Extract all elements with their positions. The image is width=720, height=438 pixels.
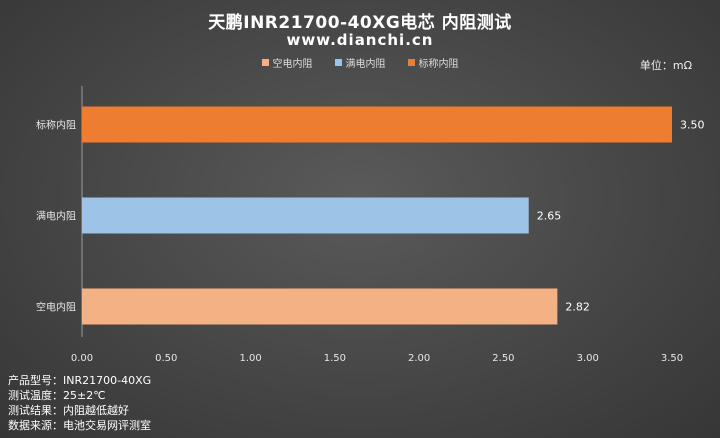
legend-label-nominal: 标称内阻 [418,59,459,70]
legend-swatch-empty [261,59,269,66]
bar-1 [82,197,529,234]
bar-0 [82,106,672,143]
value-label-2: 2.82 [565,301,590,314]
category-label-2: 空电内阻 [36,301,76,314]
value-label-0: 3.50 [680,119,705,132]
legend-item-nominal: 标称内阻 [407,55,459,70]
x-tick-label-0: 0.00 [71,353,93,364]
info-label-result: 测试结果： [8,404,63,417]
info-row-result: 测试结果： 内阻越低越好 [8,403,151,418]
legend-swatch-full [334,59,342,66]
category-label-1: 满电内阻 [36,210,76,223]
info-value-source: 电池交易网评测室 [63,419,151,432]
info-row-model: 产品型号： INR21700-40XG [8,373,151,388]
legend-label-full: 满电内阻 [345,59,386,70]
test-info: 产品型号： INR21700-40XG 测试温度： 25±2℃ 测试结果： 内阻… [8,373,151,433]
x-tick-label-5: 2.50 [492,353,514,364]
x-tick-label-7: 3.50 [661,353,683,364]
info-value-model: INR21700-40XG [63,374,152,387]
x-tick-label-6: 3.00 [577,353,599,364]
x-tick-label-2: 1.00 [239,353,261,364]
info-value-temperature: 25±2℃ [63,389,106,402]
unit-label: 单位：mΩ [639,59,692,72]
x-tick-label-3: 1.50 [324,353,346,364]
legend-item-full: 满电内阻 [334,55,386,70]
legend: 空电内阻 满电内阻 标称内阻 [0,55,720,70]
legend-item-empty: 空电内阻 [261,55,313,70]
x-tick-label-4: 2.00 [408,353,430,364]
legend-swatch-nominal [407,59,415,66]
legend-label-empty: 空电内阻 [272,59,313,70]
value-label-1: 2.65 [537,210,562,223]
bar-2 [82,288,558,325]
chart-title: 天鹏INR21700-40XG电芯 内阻测试 [208,13,512,33]
info-label-source: 数据来源： [8,419,63,432]
category-label-0: 标称内阻 [36,119,76,132]
info-value-result: 内阻越低越好 [63,404,129,417]
info-row-source: 数据来源： 电池交易网评测室 [8,418,151,433]
info-label-model: 产品型号： [8,374,63,387]
chart-subtitle: www.dianchi.cn [286,31,434,49]
info-row-temperature: 测试温度： 25±2℃ [8,388,151,403]
x-tick-label-1: 0.50 [155,353,177,364]
info-label-temperature: 测试温度： [8,389,63,402]
